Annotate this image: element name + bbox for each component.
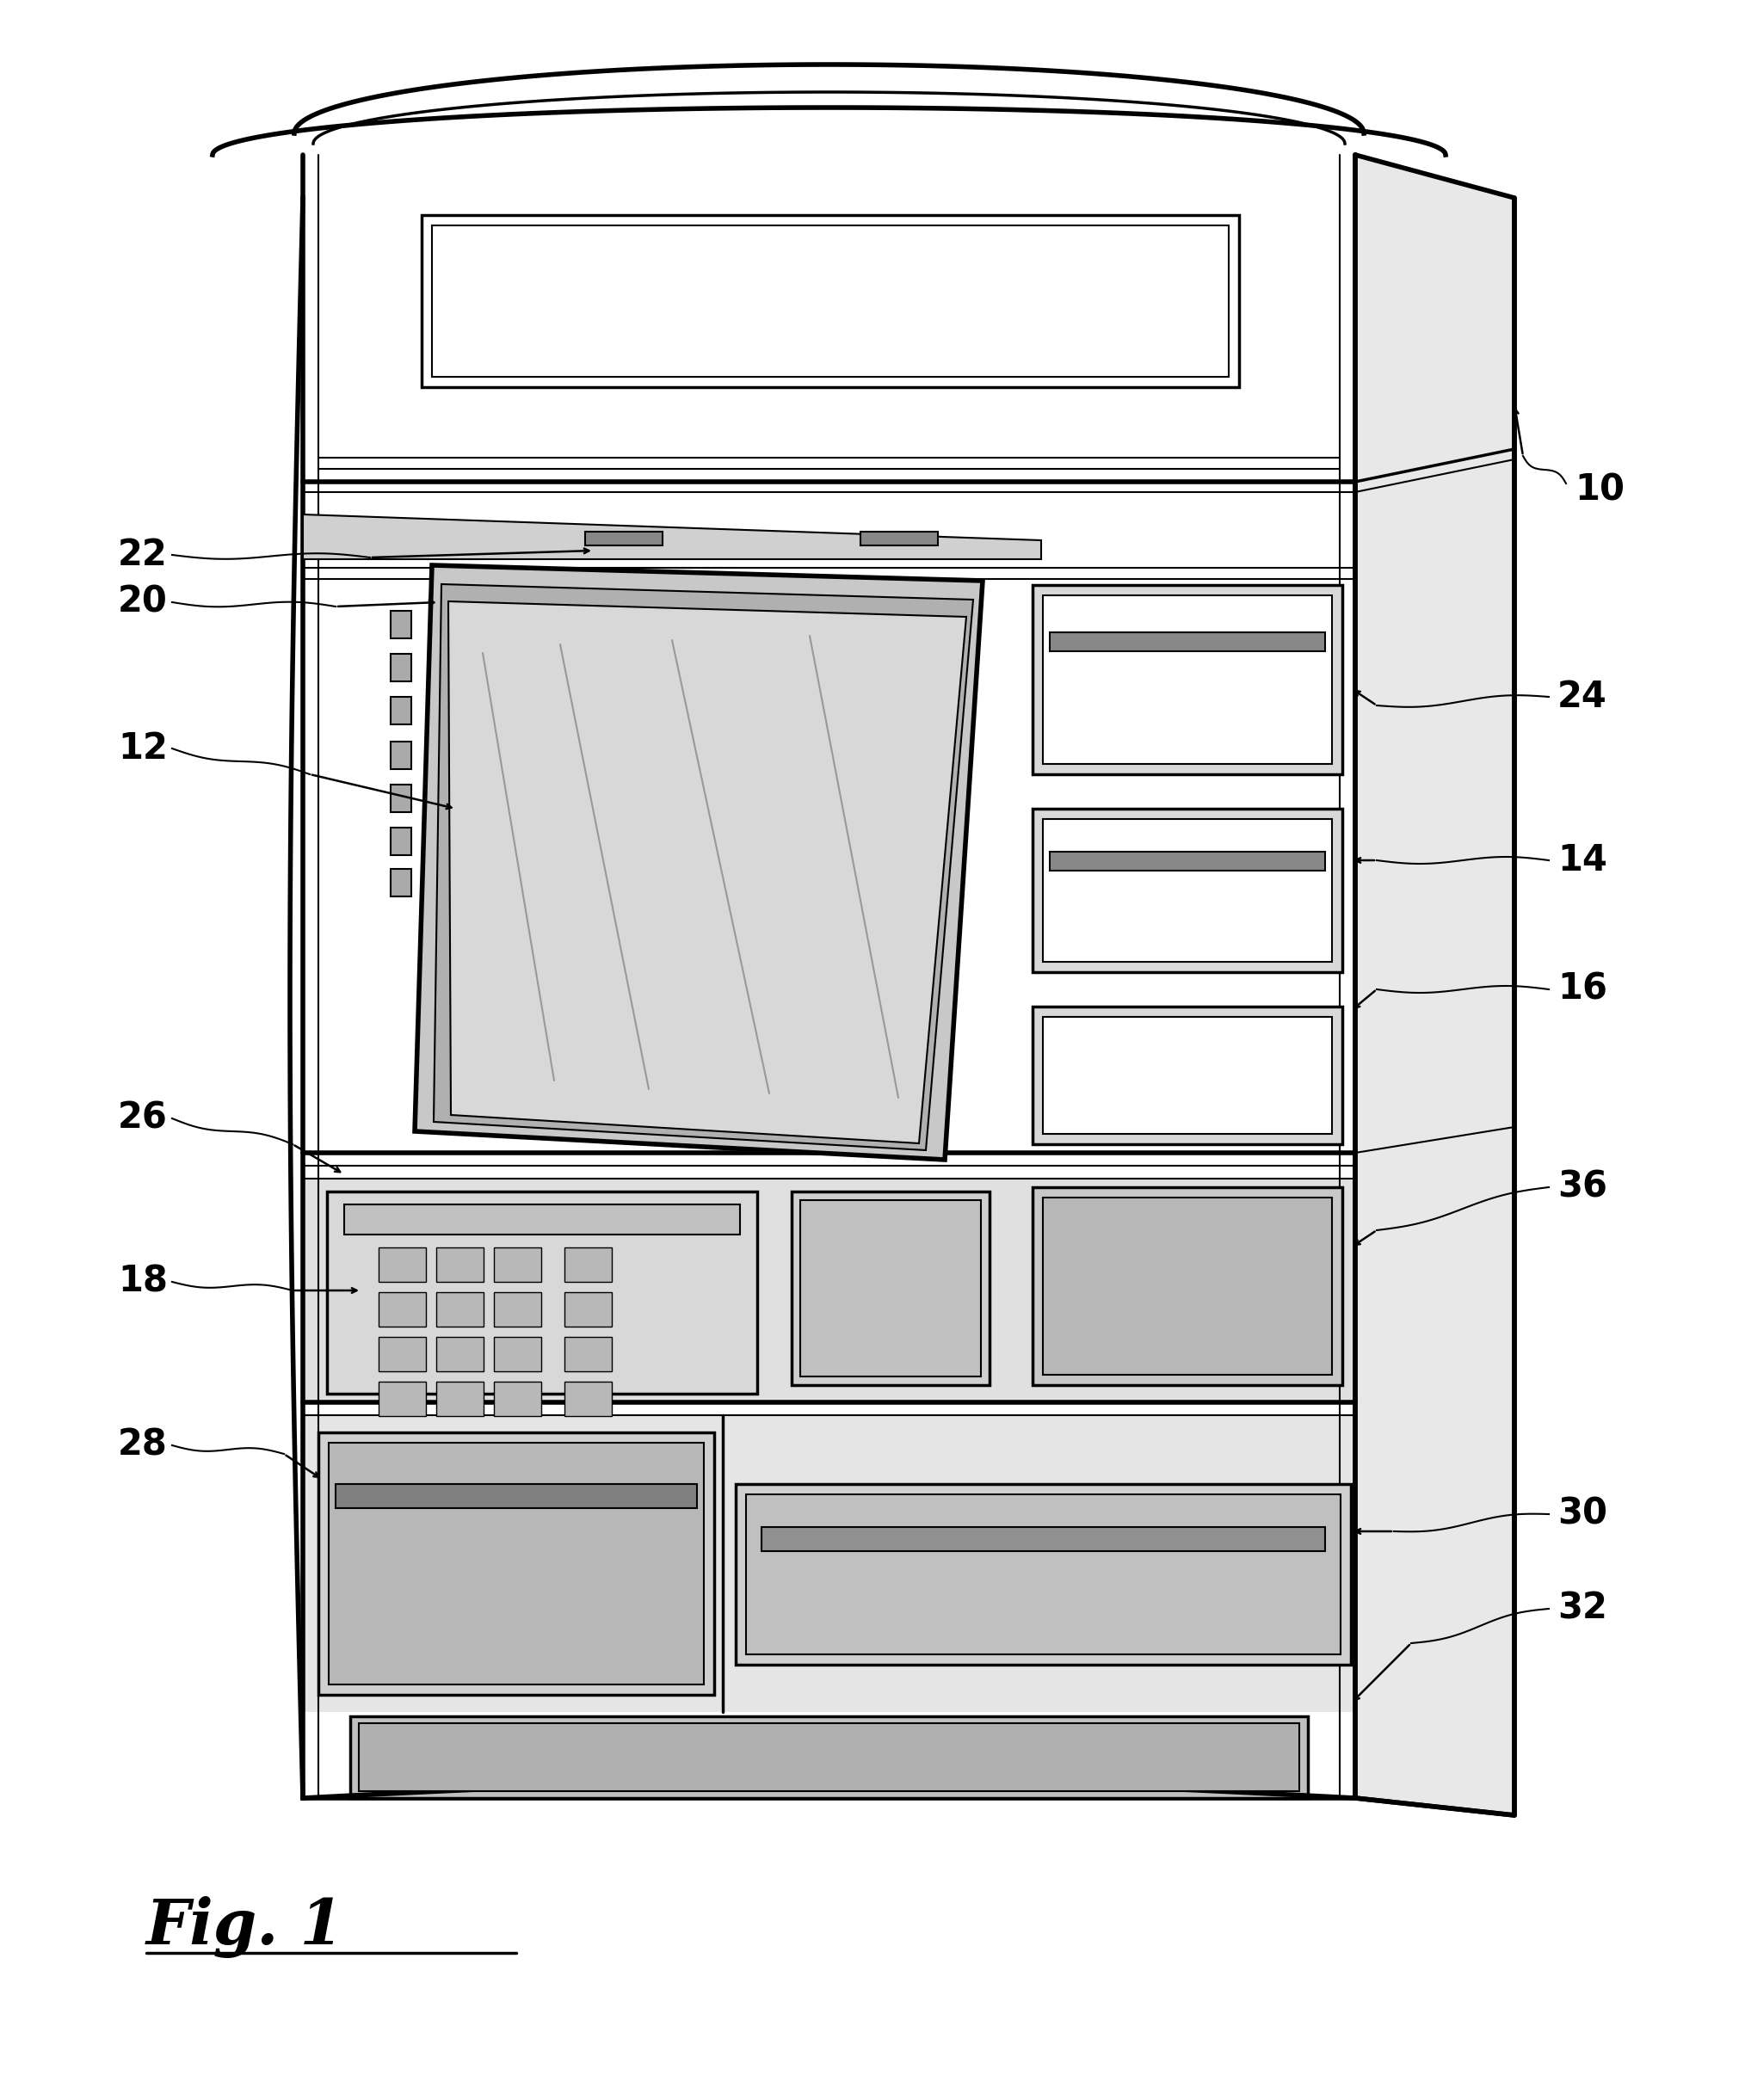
Polygon shape (761, 1527, 1324, 1552)
Text: 12: 12 (119, 731, 168, 766)
Polygon shape (379, 1247, 426, 1281)
Polygon shape (792, 1191, 989, 1386)
Text: 26: 26 (119, 1100, 168, 1136)
Text: 30: 30 (1558, 1495, 1607, 1533)
Text: 28: 28 (119, 1428, 168, 1464)
Polygon shape (379, 1291, 426, 1327)
Text: 14: 14 (1558, 842, 1607, 878)
Polygon shape (1050, 632, 1324, 651)
Polygon shape (585, 531, 663, 546)
Polygon shape (436, 1338, 483, 1371)
Polygon shape (328, 1443, 703, 1684)
Text: 16: 16 (1558, 972, 1607, 1008)
Text: 36: 36 (1558, 1170, 1607, 1205)
Polygon shape (391, 611, 412, 638)
Polygon shape (391, 741, 412, 769)
Text: 18: 18 (119, 1264, 168, 1300)
Polygon shape (318, 1432, 714, 1695)
Polygon shape (860, 531, 937, 546)
Polygon shape (494, 1382, 541, 1415)
Polygon shape (564, 1291, 612, 1327)
Text: 22: 22 (119, 538, 168, 573)
Polygon shape (391, 785, 412, 813)
Polygon shape (304, 155, 1356, 1798)
Text: 24: 24 (1558, 678, 1607, 714)
Polygon shape (326, 1191, 757, 1394)
Polygon shape (1033, 586, 1342, 775)
Polygon shape (1044, 1016, 1331, 1134)
Polygon shape (433, 225, 1228, 376)
Polygon shape (415, 565, 982, 1159)
Text: 32: 32 (1558, 1590, 1607, 1628)
Polygon shape (564, 1382, 612, 1415)
Polygon shape (747, 1495, 1340, 1655)
Polygon shape (391, 869, 412, 897)
Polygon shape (736, 1485, 1351, 1665)
Polygon shape (1356, 155, 1515, 1814)
Polygon shape (435, 584, 974, 1151)
Polygon shape (391, 697, 412, 724)
Polygon shape (494, 1291, 541, 1327)
Polygon shape (436, 1382, 483, 1415)
Polygon shape (564, 1247, 612, 1281)
Text: 20: 20 (119, 584, 168, 620)
Polygon shape (1044, 819, 1331, 962)
Polygon shape (304, 1178, 1356, 1403)
Polygon shape (564, 1338, 612, 1371)
Polygon shape (344, 1205, 740, 1235)
Polygon shape (1033, 1186, 1342, 1386)
Polygon shape (304, 1415, 1356, 1711)
Polygon shape (801, 1199, 981, 1376)
Polygon shape (494, 1247, 541, 1281)
Polygon shape (359, 1724, 1300, 1791)
Polygon shape (391, 653, 412, 680)
Polygon shape (335, 1485, 696, 1508)
Polygon shape (304, 514, 1042, 559)
Text: 10: 10 (1574, 472, 1625, 508)
Polygon shape (436, 1291, 483, 1327)
Polygon shape (1050, 853, 1324, 871)
Polygon shape (422, 214, 1239, 386)
Polygon shape (436, 1247, 483, 1281)
Text: Fig. 1: Fig. 1 (147, 1896, 344, 1957)
Polygon shape (1044, 594, 1331, 764)
Polygon shape (391, 827, 412, 855)
Polygon shape (351, 1716, 1309, 1798)
Polygon shape (448, 601, 967, 1142)
Polygon shape (1033, 1006, 1342, 1145)
Polygon shape (379, 1338, 426, 1371)
Polygon shape (494, 1338, 541, 1371)
Polygon shape (1044, 1197, 1331, 1376)
Polygon shape (1033, 808, 1342, 972)
Polygon shape (379, 1382, 426, 1415)
